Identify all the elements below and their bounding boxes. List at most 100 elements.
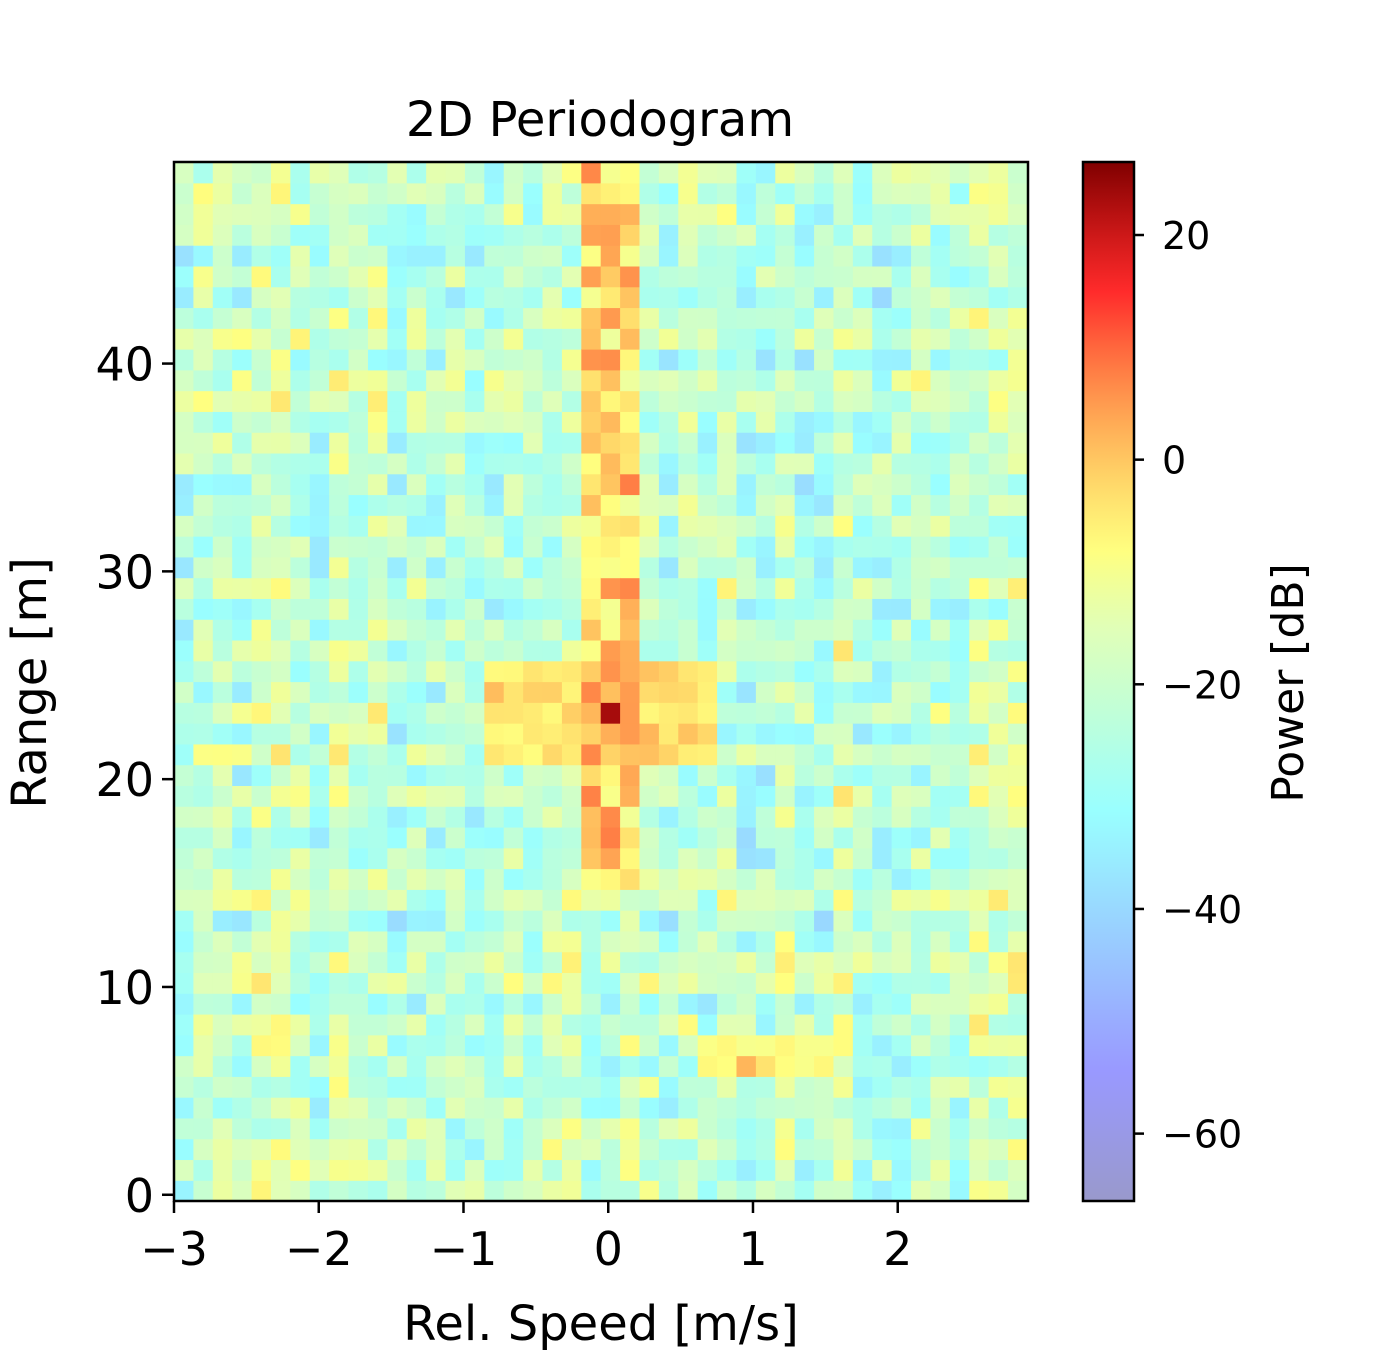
heatmap-cell: [290, 910, 311, 932]
heatmap-cell: [561, 494, 582, 516]
heatmap-cell: [814, 723, 835, 745]
heatmap-cell: [911, 473, 932, 496]
heatmap-cell: [464, 494, 485, 516]
heatmap-cell: [561, 286, 582, 309]
heatmap-cell: [329, 245, 350, 267]
heatmap-cell: [212, 702, 233, 724]
heatmap-cell: [930, 1055, 951, 1077]
heatmap-cell: [367, 681, 388, 703]
heatmap-cell: [367, 951, 388, 974]
heatmap-cell: [503, 993, 524, 1015]
heatmap-cell: [736, 639, 757, 662]
heatmap-cell: [891, 328, 912, 350]
heatmap-cell: [251, 494, 272, 516]
heatmap-cell: [348, 328, 369, 350]
heatmap-cell: [969, 868, 990, 890]
heatmap-cell: [426, 868, 447, 890]
heatmap-cell: [193, 245, 214, 267]
heatmap-cell: [561, 1076, 582, 1098]
heatmap-cell: [697, 432, 718, 454]
heatmap-cell: [251, 930, 272, 953]
heatmap-cell: [270, 1013, 291, 1036]
heatmap-cell: [620, 349, 641, 371]
heatmap-cell: [561, 245, 582, 267]
heatmap-cell: [406, 473, 427, 496]
heatmap-cell: [406, 1076, 427, 1098]
heatmap-cell: [949, 1138, 970, 1161]
heatmap-cell: [503, 910, 524, 932]
heatmap-cell: [969, 785, 990, 807]
heatmap-cell: [484, 390, 505, 412]
heatmap-cell: [639, 702, 660, 724]
heatmap-cell: [891, 1117, 912, 1140]
heatmap-cell: [736, 951, 757, 974]
heatmap-cell: [426, 639, 447, 662]
heatmap-cell: [445, 245, 466, 267]
heatmap-cell: [387, 203, 408, 225]
heatmap-cell: [775, 1159, 796, 1181]
heatmap-cell: [561, 889, 582, 911]
heatmap-cell: [658, 265, 679, 288]
heatmap-cell: [329, 390, 350, 412]
heatmap-cell: [736, 556, 757, 579]
heatmap-cell: [600, 224, 621, 246]
heatmap-cell: [581, 536, 602, 558]
heatmap-cell: [445, 452, 466, 475]
heatmap-cell: [697, 868, 718, 890]
heatmap-cell: [193, 930, 214, 953]
heatmap-cell: [174, 743, 194, 766]
heatmap-cell: [251, 723, 272, 745]
heatmap-cell: [503, 536, 524, 558]
heatmap-cell: [290, 349, 311, 371]
heatmap-cell: [270, 1159, 291, 1181]
heatmap-cell: [872, 951, 893, 974]
heatmap-cell: [852, 245, 873, 267]
heatmap-cell: [794, 494, 815, 516]
heatmap-cell: [814, 536, 835, 558]
heatmap-cell: [561, 307, 582, 329]
heatmap-cell: [755, 660, 776, 683]
heatmap-cell: [930, 452, 951, 475]
heatmap-cell: [891, 639, 912, 662]
heatmap-cell: [949, 556, 970, 579]
heatmap-cell: [329, 307, 350, 329]
heatmap-cell: [736, 702, 757, 724]
heatmap-cell: [678, 1055, 699, 1077]
heatmap-cell: [1008, 390, 1029, 412]
heatmap-cell: [523, 328, 544, 350]
heatmap-cell: [697, 847, 718, 870]
heatmap-cell: [794, 577, 815, 599]
heatmap-cell: [620, 847, 641, 870]
heatmap-cell: [309, 369, 330, 392]
heatmap-cell: [174, 1097, 194, 1119]
heatmap-cell: [949, 224, 970, 246]
heatmap-cell: [872, 411, 893, 433]
heatmap-cell: [969, 182, 990, 205]
heatmap-cell: [911, 162, 932, 184]
heatmap-cell: [426, 910, 447, 932]
heatmap-cell: [387, 1013, 408, 1036]
heatmap-cell: [406, 203, 427, 225]
heatmap-cell: [212, 639, 233, 662]
heatmap-cell: [911, 826, 932, 849]
heatmap-cell: [193, 1034, 214, 1057]
heatmap-cell: [464, 743, 485, 766]
heatmap-cell: [464, 162, 485, 184]
heatmap-cell: [755, 930, 776, 953]
heatmap-cell: [620, 1097, 641, 1119]
heatmap-cell: [232, 494, 253, 516]
heatmap-cell: [581, 723, 602, 745]
heatmap-cell: [232, 1055, 253, 1077]
heatmap-cell: [620, 1034, 641, 1057]
heatmap-cell: [484, 681, 505, 703]
heatmap-cell: [329, 328, 350, 350]
heatmap-cell: [911, 349, 932, 371]
heatmap-cell: [620, 1117, 641, 1140]
heatmap-cell: [232, 1117, 253, 1140]
heatmap-cell: [620, 265, 641, 288]
heatmap-cell: [736, 307, 757, 329]
heatmap-cell: [755, 910, 776, 932]
heatmap-cell: [620, 515, 641, 537]
heatmap-cell: [426, 1117, 447, 1140]
heatmap-cell: [697, 1159, 718, 1181]
